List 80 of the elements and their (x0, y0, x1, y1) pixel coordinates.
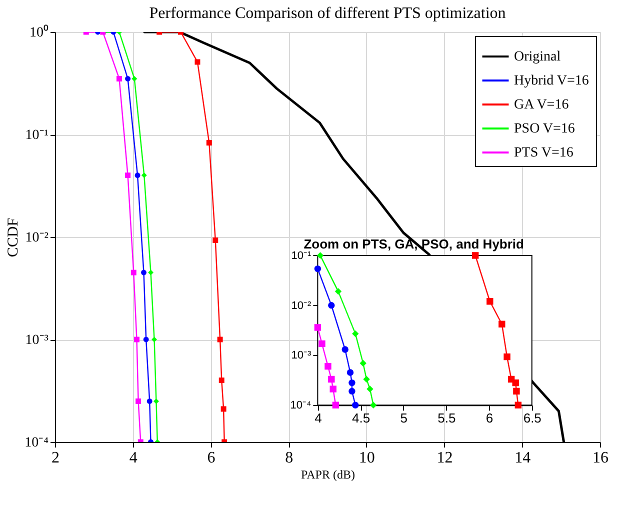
point (314, 265, 322, 272)
point (318, 340, 326, 348)
point (206, 140, 212, 146)
legend-label: Hybrid V=16 (514, 74, 589, 88)
point (141, 270, 146, 276)
point (330, 386, 336, 392)
y-axis-title: CCDF (6, 218, 22, 258)
point (136, 398, 142, 404)
point (218, 378, 224, 384)
point (334, 288, 342, 295)
y-tick-label: 10⁻¹ (25, 128, 48, 143)
point (346, 369, 354, 376)
point (348, 379, 356, 386)
x-tick-label: 4.5 (352, 410, 370, 426)
x-tick-label: 4 (314, 410, 322, 426)
x-axis-title: PAPR (dB) (301, 468, 355, 482)
point (486, 298, 494, 305)
point (316, 252, 324, 259)
point (352, 330, 359, 338)
point (352, 402, 359, 408)
x-tick-label: 4 (129, 450, 138, 466)
point (332, 402, 340, 408)
point (130, 270, 136, 276)
point (512, 379, 519, 386)
x-tick-label: 6 (486, 410, 494, 426)
point (116, 76, 122, 82)
point (134, 336, 140, 342)
point (328, 302, 335, 309)
x-tick-label: 5 (400, 410, 408, 426)
point (125, 76, 131, 82)
point (513, 388, 520, 395)
legend-label: PTS V=16 (514, 146, 574, 160)
x-tick-label: 6 (207, 450, 216, 466)
legend-label: PSO V=16 (514, 122, 575, 136)
chart-title: Performance Comparison of different PTS optimization (149, 5, 506, 22)
y-tick-label: 10⁻³ (291, 350, 312, 362)
point (504, 353, 510, 360)
point (328, 376, 335, 383)
point (360, 360, 366, 367)
y-tick-label: 10⁻⁴ (24, 436, 49, 450)
x-tick-label: 2 (52, 450, 60, 466)
point (220, 406, 226, 412)
point (363, 376, 370, 383)
point (314, 324, 322, 331)
x-tick-label: 16 (592, 450, 608, 466)
point (194, 59, 200, 65)
y-tick-label: 10⁻² (291, 300, 312, 312)
point (324, 362, 332, 370)
x-tick-label: 10 (358, 450, 375, 466)
y-tick-label: 10⁻³ (25, 333, 48, 348)
point (366, 386, 374, 392)
legend-label: Original (514, 50, 561, 64)
x-tick-label: 12 (436, 450, 453, 466)
point (141, 172, 147, 178)
y-tick-label: 10⁰ (30, 24, 48, 40)
point (217, 336, 223, 342)
point (212, 237, 218, 243)
x-tick-label: 6.5 (523, 410, 542, 426)
point (143, 336, 149, 342)
y-tick-label: 10⁻² (25, 230, 48, 246)
point (498, 320, 506, 328)
point (152, 336, 158, 342)
y-tick-label: 10⁻⁴ (290, 400, 312, 412)
x-tick-label: 5.5 (438, 410, 456, 426)
x-tick-label: 8 (285, 450, 294, 466)
point (148, 270, 154, 276)
point (370, 402, 377, 408)
point (132, 76, 138, 82)
point (514, 402, 522, 408)
chart-title: Zoom on PTS, GA, PSO, and Hybrid (304, 236, 524, 252)
y-tick-label: 10⁻¹ (291, 250, 312, 262)
point (348, 388, 356, 395)
legend-label: GA V=16 (514, 98, 569, 112)
point (125, 172, 131, 178)
x-tick-label: 14 (514, 450, 531, 466)
point (342, 346, 348, 353)
point (134, 172, 140, 178)
point (472, 252, 479, 259)
point (153, 398, 159, 404)
point (146, 398, 152, 404)
